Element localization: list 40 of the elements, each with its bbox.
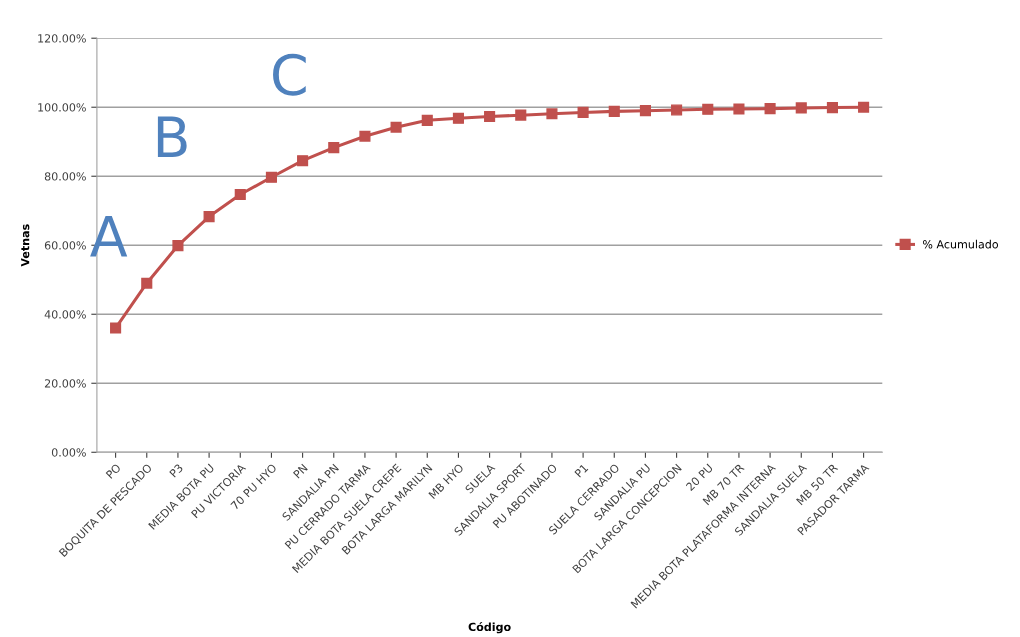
point [203, 211, 215, 223]
point [858, 101, 870, 113]
annotation: A [90, 215, 128, 257]
legend-label: % Acumulado [922, 239, 999, 249]
x-tick-label: PN [293, 463, 308, 479]
y-tick-label: 120.00% [38, 34, 86, 43]
y-tick-label: 80.00% [44, 172, 86, 181]
y-tick-label: 20.00% [44, 379, 86, 388]
point [484, 110, 496, 123]
point [577, 106, 589, 118]
y-axis-title: Vetnas [21, 224, 30, 267]
y-tick-label: 40.00% [44, 310, 86, 319]
point [390, 121, 402, 133]
x-tick-label: P3 [169, 463, 184, 478]
point [297, 155, 309, 167]
point [764, 103, 776, 115]
y-tick-label: 0.00% [51, 448, 86, 457]
point [795, 102, 807, 114]
annotation: B [157, 116, 187, 158]
point [421, 114, 433, 126]
point [639, 105, 651, 117]
x-axis-title: Código [468, 621, 511, 634]
point [671, 104, 683, 116]
point [702, 103, 714, 115]
point [452, 112, 464, 124]
point [546, 108, 558, 120]
point [110, 322, 122, 334]
y-tick-label: 100.00% [38, 103, 86, 112]
point [733, 103, 745, 115]
y-tick-label: 60.00% [44, 241, 86, 250]
point [328, 142, 340, 154]
point [359, 130, 371, 142]
annotation: C [273, 53, 306, 96]
point [234, 188, 246, 201]
point [172, 240, 184, 252]
point [515, 109, 527, 121]
point [826, 102, 838, 114]
point [608, 105, 620, 117]
point [265, 171, 277, 183]
point [141, 277, 153, 289]
